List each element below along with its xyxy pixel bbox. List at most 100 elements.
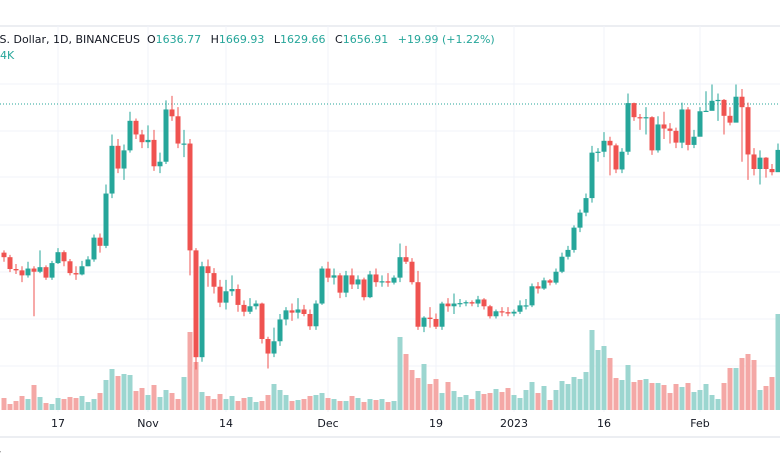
volume-bar <box>380 399 385 410</box>
symbol-label: .S. Dollar, 1D, BINANCEUS <box>0 33 140 46</box>
candle-body <box>512 312 517 314</box>
volume-bar <box>602 346 607 410</box>
candle-body <box>32 269 37 272</box>
candle-body <box>74 273 79 274</box>
volume-bar <box>578 379 583 410</box>
candle-body <box>290 310 295 312</box>
candle-body <box>20 270 25 275</box>
candle-body <box>692 137 697 145</box>
candle-body <box>500 311 505 312</box>
candle-body <box>152 140 157 166</box>
candle-body <box>596 152 601 153</box>
candle-body <box>8 257 13 269</box>
candle-body <box>752 154 757 169</box>
candle-body <box>554 272 559 283</box>
volume-bar <box>446 382 451 410</box>
volume-bar <box>302 399 307 410</box>
volume-bar <box>128 375 133 410</box>
volume-bar <box>518 398 523 410</box>
candle-body <box>530 286 535 305</box>
volume-bar <box>776 314 780 410</box>
candle-body <box>494 311 499 316</box>
candle-body <box>560 257 565 272</box>
candle-body <box>230 289 235 291</box>
volume-bar <box>680 387 685 410</box>
candle-body <box>722 100 727 116</box>
volume-bar <box>44 403 49 410</box>
volume-bar <box>560 381 565 410</box>
candle-body <box>740 97 745 107</box>
volume-bar <box>722 383 727 410</box>
volume-bar <box>20 396 25 410</box>
volume-bar <box>614 378 619 410</box>
volume-bar <box>728 368 733 410</box>
volume-bar <box>170 393 175 410</box>
volume-bar <box>254 402 259 410</box>
volume-bar <box>206 396 211 410</box>
volume-bar <box>2 398 7 410</box>
candle-body <box>734 97 739 123</box>
candle-body <box>284 310 289 319</box>
candle-body <box>668 129 673 131</box>
x-tick-label: Dec <box>317 417 338 430</box>
candle-body <box>656 124 661 150</box>
candle-body <box>536 286 541 288</box>
volume-bar <box>116 376 121 410</box>
candle-body <box>86 259 91 266</box>
candle-body <box>146 140 151 142</box>
volume-bar <box>770 377 775 410</box>
candle-body <box>620 152 625 170</box>
volume-bar <box>308 396 313 410</box>
candle-body <box>116 146 121 169</box>
volume-bar <box>290 401 295 410</box>
high-value: 1669.93 <box>219 33 265 46</box>
candle-body <box>362 279 367 297</box>
candle-body <box>170 109 175 116</box>
volume-bar <box>596 350 601 410</box>
volume-bar <box>248 397 253 410</box>
volume-bar <box>590 330 595 410</box>
volume-bar <box>338 401 343 410</box>
volume-bar <box>284 395 289 410</box>
candle-body <box>176 116 181 143</box>
bottom-label[interactable]: w <box>0 447 1 460</box>
volume-bar <box>326 398 331 410</box>
volume-bar <box>674 384 679 410</box>
volume-bar <box>32 385 37 410</box>
candle-body <box>614 145 619 169</box>
candle-body <box>746 107 751 154</box>
volume-bar <box>278 390 283 410</box>
candle-body <box>236 289 241 305</box>
candle-body <box>542 280 547 288</box>
volume-bar <box>134 391 139 410</box>
candle-body <box>182 144 187 145</box>
x-tick-label: 2023 <box>500 417 528 430</box>
volume-bar <box>74 398 79 410</box>
candles <box>2 0 780 369</box>
volume-bar <box>734 368 739 410</box>
candle-body <box>446 304 451 307</box>
candle-body <box>374 274 379 282</box>
x-tick-label: Nov <box>137 417 159 430</box>
candle-body <box>698 111 703 136</box>
candle-body <box>464 302 469 303</box>
candle-body <box>764 158 769 169</box>
candle-body <box>758 158 763 169</box>
volume-bar <box>62 399 67 410</box>
volume-bar <box>398 337 403 410</box>
candle-body <box>296 309 301 312</box>
volume-bar <box>758 390 763 410</box>
open-label: O <box>147 33 156 46</box>
volume-bar <box>554 390 559 410</box>
candle-body <box>308 314 313 326</box>
volume-bar <box>332 399 337 410</box>
candle-body <box>674 131 679 143</box>
volume-bar <box>362 402 367 410</box>
volume-bar <box>242 398 247 410</box>
candle-body <box>260 304 265 339</box>
candle-body <box>218 287 223 303</box>
volume-bar <box>392 401 397 410</box>
candle-body <box>50 263 55 278</box>
candle-body <box>422 318 427 327</box>
